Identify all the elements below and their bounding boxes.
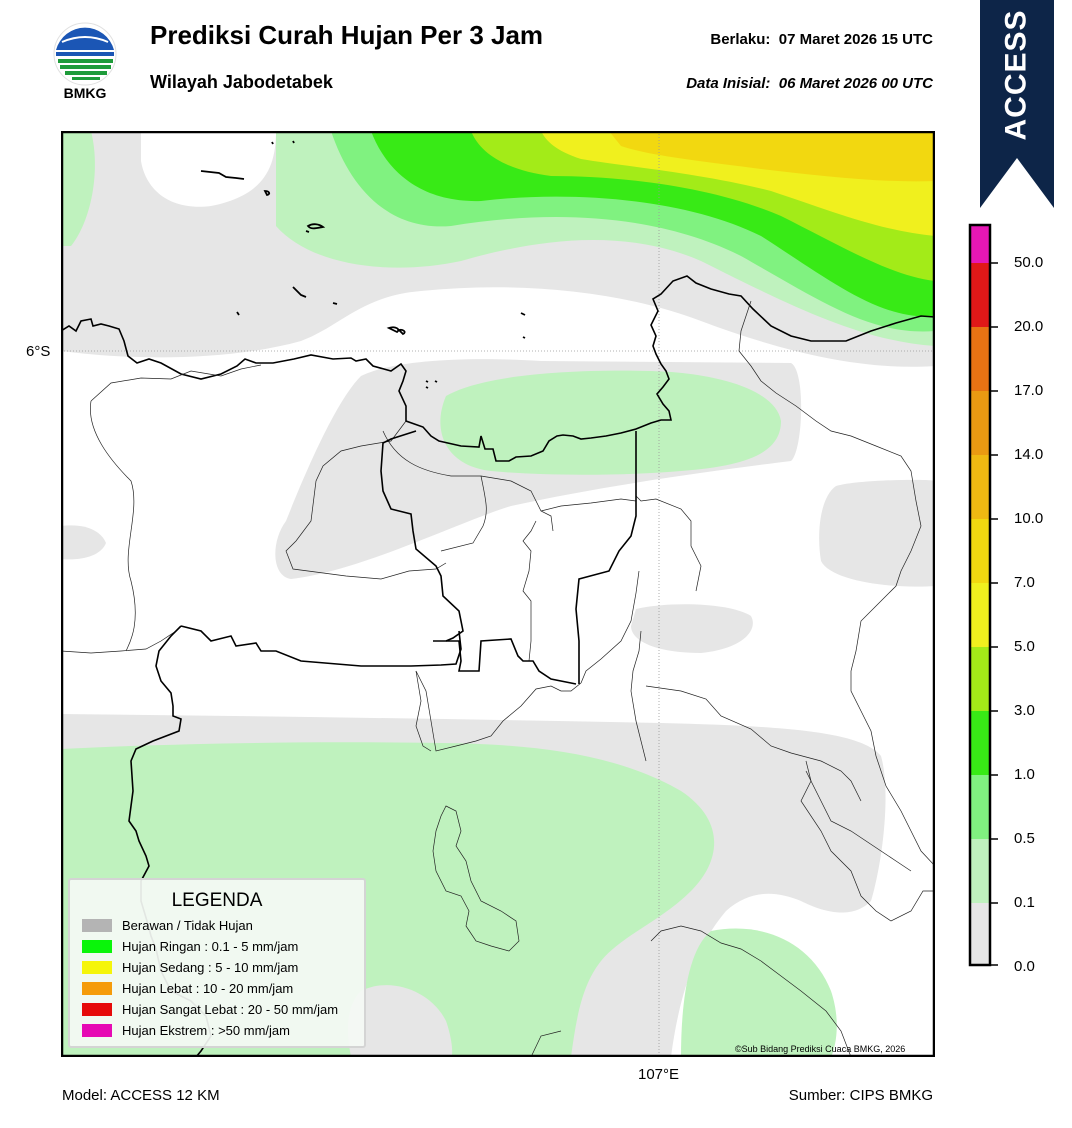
ribbon-label: ACCESS [980,0,1054,150]
map-frame [61,131,935,1057]
legend-swatch [82,1002,112,1016]
district-boundaries [61,300,935,1057]
legend-swatch [82,939,112,953]
cbar-seg-50plus [970,225,990,263]
cbar-seg-0.5-1 [970,775,990,839]
legend-title: LEGENDA [171,890,263,911]
cbar-seg-14-17 [970,391,990,455]
cbar-frame [968,223,992,967]
islands [200,140,526,389]
cbar-label: 20.0 [1014,318,1044,335]
longitude-label: 107°E [638,1066,680,1083]
cbar-label: 3.0 [1014,702,1035,719]
legend-label: Hujan Ekstrem : >50 mm/jam [122,1022,290,1038]
cbar-label: 1.0 [1014,766,1035,783]
legend-item-very-heavy: Hujan Sangat Lebat : 20 - 50 mm/jam [82,1000,338,1018]
legend-item-heavy: Hujan Lebat : 10 - 20 mm/jam [82,979,293,997]
source-text: Sumber: CIPS BMKG [788,1087,933,1104]
model-text: Model: ACCESS 12 KM [62,1087,220,1104]
gridlines [61,131,935,1057]
legend-swatch [82,960,112,974]
cbar-label: 50.0 [1014,254,1044,271]
cbar-label: 0.5 [1014,830,1035,847]
legend-box: LEGENDA Berawan / Tidak Hujan Hujan Ring… [68,878,366,1048]
valid-value: 07 Maret 2026 15 UTC [778,31,933,48]
cbar-seg-10-14 [970,455,990,519]
page-title: Prediksi Curah Hujan Per 3 Jam [150,20,544,50]
legend-item-moderate: Hujan Sedang : 5 - 10 mm/jam [82,958,298,976]
cbar-label: 7.0 [1014,574,1035,591]
logo-text: BMKG [64,85,107,101]
legend-label: Hujan Ringan : 0.1 - 5 mm/jam [122,938,299,954]
cbar-seg-3-5 [970,647,990,711]
cbar-seg-7-10 [970,519,990,583]
cbar-label: 0.0 [1014,958,1035,975]
ribbon-text: ACCESS [1000,9,1033,141]
cbar-ticks [990,262,998,966]
cbar-seg-0-0.1 [970,903,990,965]
legend-item-light: Hujan Ringan : 0.1 - 5 mm/jam [82,937,298,955]
copyright-text: ©Sub Bidang Prediksi Cuaca BMKG, 2026 [735,1044,906,1054]
bmkg-logo: BMKG [52,20,120,102]
legend-swatch [82,918,112,932]
precip-field-north [61,131,935,367]
init-time: Data Inisial: 06 Maret 2026 00 UTC [686,75,933,92]
cbar-seg-0.1-0.5 [970,839,990,903]
legend-swatch [82,981,112,995]
legend-label: Hujan Sangat Lebat : 20 - 50 mm/jam [122,1001,339,1017]
legend-swatch [82,1023,112,1037]
legend-label: Hujan Sedang : 5 - 10 mm/jam [122,959,299,975]
coastline [61,275,935,462]
cbar-seg-5-7 [970,583,990,647]
colorbar [968,223,998,967]
legend-item-cloudy: Berawan / Tidak Hujan [82,916,253,934]
init-value: 06 Maret 2026 00 UTC [778,75,933,92]
cbar-label: 14.0 [1014,446,1044,463]
cbar-seg-20-50 [970,263,990,327]
model-ribbon [980,0,1054,208]
cbar-seg-17-20 [970,327,990,391]
cbar-seg-1-3 [970,711,990,775]
legend-item-extreme: Hujan Ekstrem : >50 mm/jam [82,1021,290,1039]
valid-time: Berlaku: 07 Maret 2026 15 UTC [710,31,933,48]
cbar-label: 10.0 [1014,510,1044,527]
cbar-label: 5.0 [1014,638,1035,655]
valid-label: Berlaku: [710,31,771,48]
latitude-label: 6°S [26,343,51,360]
region-subtitle: Wilayah Jabodetabek [150,72,333,92]
cbar-label: 17.0 [1014,382,1044,399]
legend-label: Berawan / Tidak Hujan [122,917,253,933]
cbar-label: 0.1 [1014,894,1035,911]
legend-label: Hujan Lebat : 10 - 20 mm/jam [122,980,294,996]
init-label: Data Inisial: [686,75,771,92]
